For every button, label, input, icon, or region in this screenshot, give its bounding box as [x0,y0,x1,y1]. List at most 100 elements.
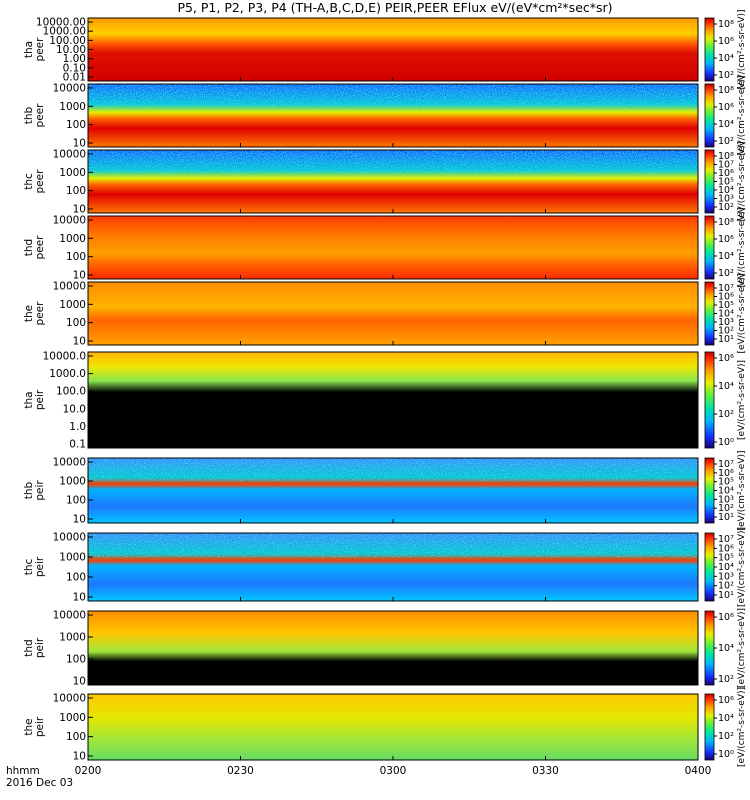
colorbar-tick-label: 10⁵ [718,177,734,188]
y-tick-label: 1000 [59,712,86,724]
colorbar-tick-label: 10⁴ [718,119,734,130]
y-axis-label: thdpeer [23,235,46,260]
colorbar-tick-label: 10⁵ [718,553,734,564]
y-tick-label: 100 [66,119,86,131]
noise-layer [88,84,698,107]
y-tick-label: 100 [66,317,86,329]
y-tick-label: 0.01 [63,72,86,84]
y-tick-label: 100 [66,731,86,743]
colorbar-tick-label: 10⁸ [718,151,734,162]
y-tick-label: 10 [73,592,86,604]
colorbar [704,149,715,214]
colorbar-tick-label: 10⁵ [718,477,734,488]
colorbar-tick-label: 10⁶ [718,168,734,179]
y-axis-label: thdpeir [23,637,46,658]
y-tick-label: 1000.00 [43,26,86,38]
colorbar-tick-label: 10⁸ [718,217,734,228]
colorbar-tick-label: 10⁴ [718,486,734,497]
colorbar-tick-label: 10⁴ [718,251,734,262]
y-tick-label: 0.1 [69,439,86,451]
y-axis-label: thbpeer [23,103,46,128]
colorbar-tick-label: 10⁶ [718,353,734,364]
colorbar [704,532,715,602]
colorbar-tick-label: 10⁰ [718,749,734,760]
y-axis-label: thepeir [23,716,46,737]
colorbar-tick-label: 10² [718,409,734,420]
colorbar-tick-label: 10⁷ [718,459,734,470]
colorbar-tick-label: 10⁶ [718,468,734,479]
y-tick-label: 1.00 [63,53,86,65]
y-tick-label: 100.00 [49,35,86,47]
colorbar-unit-label: [eV/(cm²-s-sr-eV)] [737,527,747,607]
colorbar-tick-label: 10⁰ [718,437,734,448]
y-tick-label: 1000.0 [49,368,86,380]
y-tick-label: 1000 [59,167,86,179]
x-tick-label: 0200 [75,765,102,777]
spectrogram-image [88,282,698,345]
panel-thc-peir: 10000 1000 100 10 thcpeir 10⁷10⁶10⁵10⁴10³10²1… [23,527,747,608]
spectrogram-image [88,216,698,279]
y-tick-label: 10.0 [63,403,86,415]
y-tick-label: 1.0 [69,421,86,433]
spectrogram-image [88,352,698,448]
noise-layer [88,150,698,173]
panel-thb-peir: 10000 1000 100 10 thbpeir 10⁷10⁶10⁵10⁴10³10²1… [23,450,747,530]
flag-strip [88,524,698,530]
y-tick-label: 10000.00 [36,17,86,29]
y-axis-label: thapeer [23,37,46,62]
y-tick-label: 10 [73,138,86,150]
colorbar-tick-label: 10⁶ [718,234,734,245]
colorbar-tick-label: 10⁷ [718,534,734,545]
date-label: 2016 Dec 03 [6,777,73,789]
colorbar-tick-label: 10⁴ [718,643,734,654]
colorbar-tick-label: 10⁶ [718,695,734,706]
panel-thb-peer: 10000 1000 100 10 thbpeer 10⁸ 10⁶ 10⁴ 10² [eV/(cm… [23,75,747,155]
y-tick-label: 10 [73,676,86,688]
colorbar-tick-label: 10³ [718,317,734,328]
y-tick-label: 10 [73,270,86,282]
y-tick-label: 10 [73,514,86,526]
colorbar-tick-label: 10² [718,326,734,337]
y-tick-label: 1000 [59,299,86,311]
y-axis-label: thapeir [23,389,46,410]
colorbar-tick-label: 10² [718,202,734,213]
colorbar [704,281,715,346]
y-axis-label: thcpeer [23,169,46,194]
y-tick-label: 10000.0 [43,351,86,363]
colorbar-tick-label: 10⁴ [718,185,734,196]
colorbar-unit-label: [eV/(cm²-s-sr-eV)] [737,608,747,688]
colorbar-tick-label: 10⁴ [718,309,734,320]
y-tick-label: 100 [66,654,86,666]
colorbar-unit-label: [eV/(cm²-s-sr-eV)] [737,207,747,287]
y-tick-label: 10000 [53,610,86,622]
x-tick-label: 0230 [227,765,254,777]
colorbar [704,693,715,761]
y-tick-label: 10000 [53,532,86,544]
panel-the-peer: 10000100010010thepeer10⁷10⁶10⁵10⁴10³10²1… [23,273,747,353]
colorbar-tick-label: 10⁴ [718,53,734,64]
colorbar-unit-label: [eV/(cm²-s-sr-eV)] [737,273,747,353]
colorbar-tick-label: 10⁶ [718,292,734,303]
colorbar-tick-label: 10¹ [718,590,734,601]
colorbar-tick-label: 10⁶ [718,36,734,47]
colorbar-tick-label: 10³ [718,194,734,205]
colorbar-tick-label: 10⁶ [718,102,734,113]
colorbar-tick-label: 10⁶ [718,543,734,554]
y-tick-label: 1000 [59,101,86,113]
colorbar-tick-label: 10¹ [718,334,734,345]
colorbar-tick-label: 10⁵ [718,300,734,311]
y-axis-label: thepeer [23,301,46,326]
y-tick-label: 100 [66,495,86,507]
y-tick-label: 1000 [59,476,86,488]
colorbar-unit-label: [eV/(cm²-s-sr-eV)] [737,141,747,221]
x-tick-label: 0400 [685,765,712,777]
colorbar-tick-label: 10² [718,70,734,81]
colorbar-unit-label: [eV/(cm²-s-sr-eV)] [737,9,747,89]
flag-strip [88,686,698,692]
y-tick-label: 1000 [59,632,86,644]
y-tick-label: 10 [73,751,86,763]
y-tick-label: 0.10 [63,62,86,74]
panel-tha-peir: 10000.0 1000.0 100.0 10.0 1.0 0.1 thapeir 10⁶ 10… [23,351,747,455]
colorbar-tick-label: 10⁴ [718,562,734,573]
